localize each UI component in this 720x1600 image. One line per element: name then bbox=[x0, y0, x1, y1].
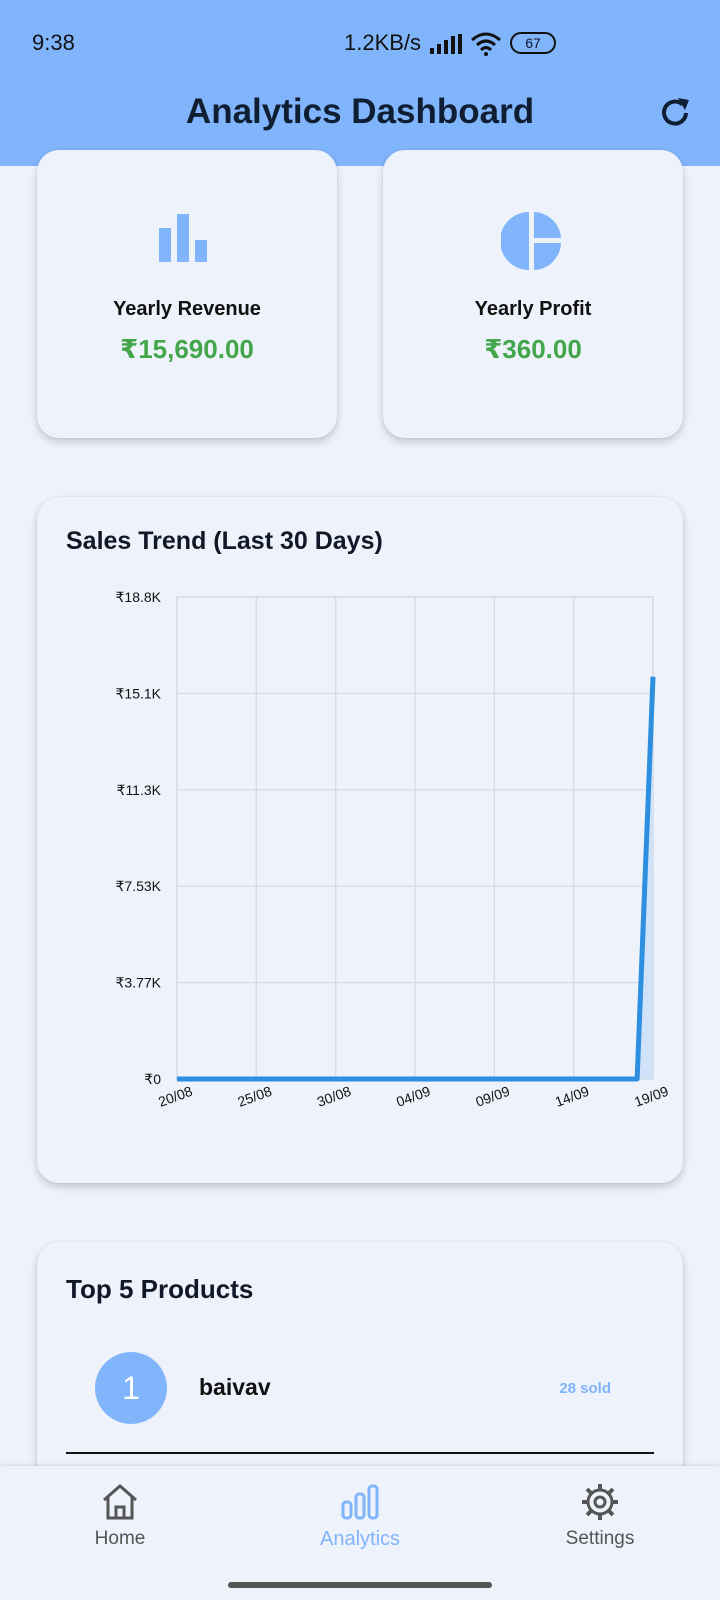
y-tick-label: ₹0 bbox=[144, 1071, 161, 1087]
refresh-icon[interactable] bbox=[658, 96, 692, 135]
signal-icon bbox=[430, 34, 462, 59]
wifi-icon bbox=[470, 32, 502, 61]
sales-trend-card: Sales Trend (Last 30 Days) ₹0 ₹3.77K ₹7.53… bbox=[37, 497, 683, 1183]
y-tick-label: ₹15.1K bbox=[116, 685, 162, 701]
sales-trend-chart: ₹0 ₹3.77K ₹7.53K ₹11.3K ₹15.1K ₹18.8K 20/08 25/… bbox=[116, 589, 671, 1110]
x-tick-label: 25/08 bbox=[235, 1083, 274, 1110]
status-bar: 9:38 1.2KB/s 67 bbox=[0, 22, 720, 62]
page-title: Analytics Dashboard bbox=[185, 92, 535, 131]
nav-analytics[interactable]: Analytics bbox=[280, 1482, 440, 1551]
battery-icon: 67 bbox=[510, 32, 556, 54]
y-tick-label: ₹7.53K bbox=[116, 878, 162, 894]
profit-label: Yearly Profit bbox=[474, 298, 592, 320]
products-title: Top 5 Products bbox=[66, 1274, 254, 1304]
x-tick-label: 20/08 bbox=[156, 1083, 195, 1110]
x-tick-label: 04/09 bbox=[394, 1083, 433, 1110]
network-speed: 1.2KB/s bbox=[344, 30, 422, 55]
divider bbox=[66, 1452, 654, 1454]
home-indicator bbox=[228, 1582, 492, 1588]
pie-chart-icon bbox=[499, 210, 563, 277]
product-sold-count: 28 sold bbox=[559, 1380, 611, 1397]
x-tick-label: 19/09 bbox=[632, 1083, 671, 1110]
analytics-icon bbox=[341, 1484, 379, 1520]
x-tick-label: 30/08 bbox=[315, 1083, 354, 1110]
nav-analytics-label: Analytics bbox=[319, 1528, 401, 1550]
app-bar: 9:38 1.2KB/s 67 Analytics Dashboard bbox=[0, 0, 720, 166]
nav-home[interactable]: Home bbox=[40, 1482, 200, 1550]
yearly-revenue-card: Yearly Revenue ₹15,690.00 bbox=[37, 150, 337, 438]
home-icon bbox=[103, 1484, 137, 1520]
yearly-profit-card: Yearly Profit ₹360.00 bbox=[383, 150, 683, 438]
bottom-nav: Home Analytics Settings bbox=[0, 1466, 720, 1600]
product-name: baivav bbox=[199, 1374, 271, 1400]
status-time: 9:38 bbox=[32, 30, 75, 55]
revenue-label: Yearly Revenue bbox=[113, 298, 261, 320]
y-tick-label: ₹11.3K bbox=[117, 782, 162, 798]
nav-settings-label: Settings bbox=[565, 1528, 635, 1549]
settings-icon bbox=[582, 1484, 618, 1520]
chart-title: Sales Trend (Last 30 Days) bbox=[66, 527, 383, 555]
profit-value: ₹360.00 bbox=[484, 334, 582, 364]
x-tick-label: 09/09 bbox=[473, 1083, 512, 1110]
x-tick-label: 14/09 bbox=[553, 1083, 592, 1110]
revenue-value: ₹15,690.00 bbox=[120, 334, 254, 364]
bar-chart-icon bbox=[157, 212, 209, 269]
y-tick-label: ₹18.8K bbox=[116, 589, 162, 605]
nav-settings[interactable]: Settings bbox=[520, 1482, 680, 1550]
product-rank-badge: 1 bbox=[95, 1352, 167, 1424]
nav-home-label: Home bbox=[94, 1528, 146, 1549]
y-tick-label: ₹3.77K bbox=[116, 975, 162, 991]
